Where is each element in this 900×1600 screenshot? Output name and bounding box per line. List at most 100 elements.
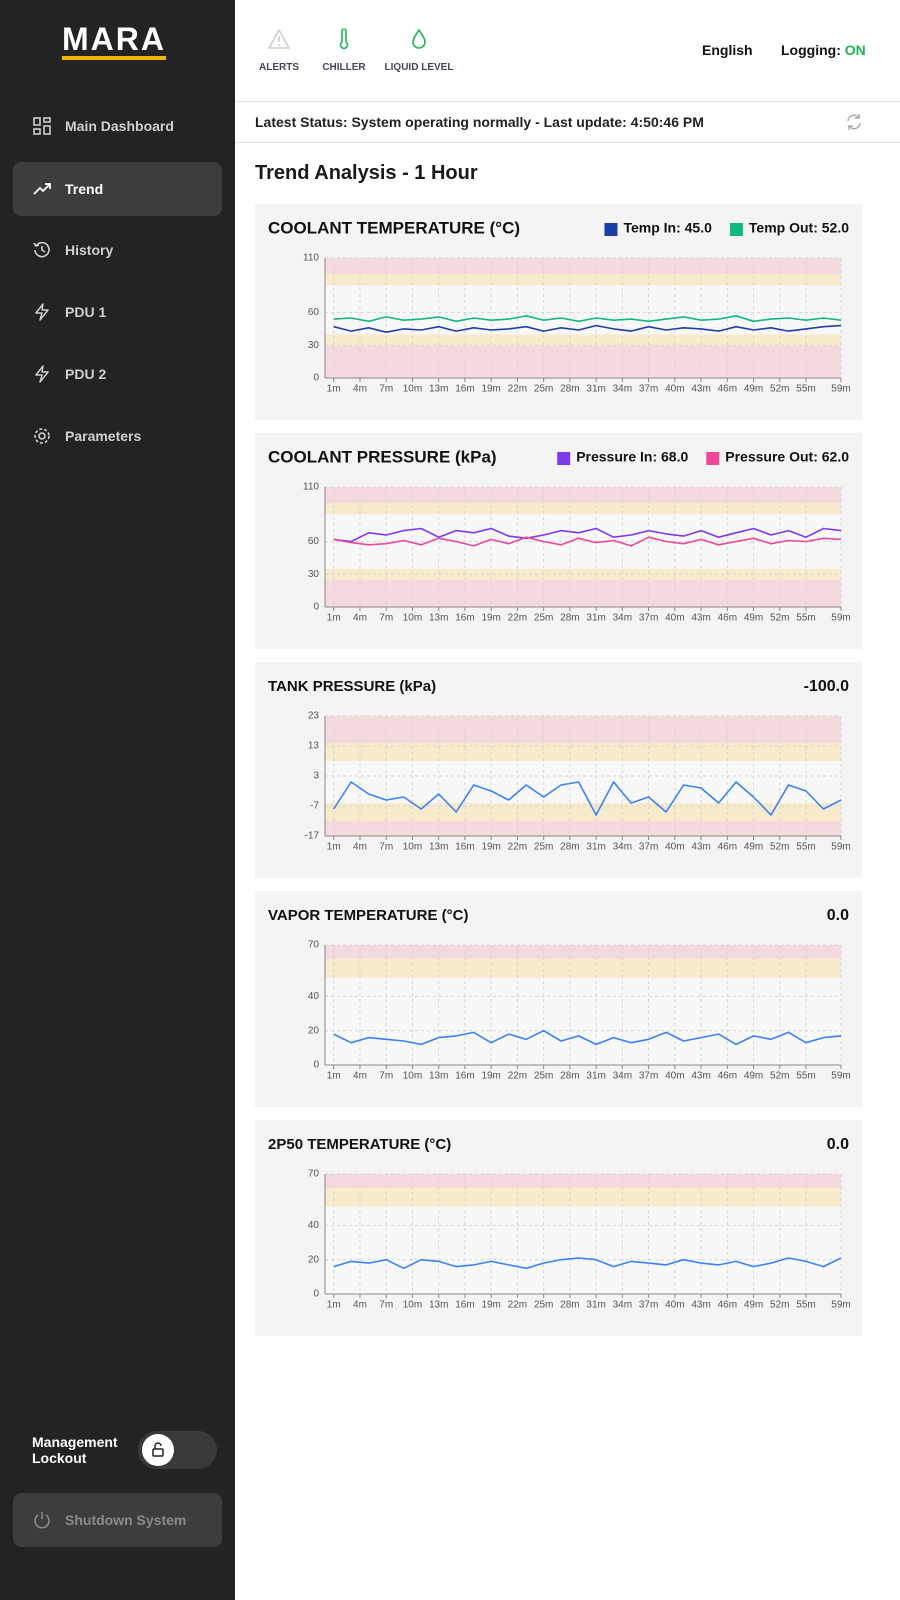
status-bar: Latest Status: System operating normally… [235,102,900,143]
icon-label: LIQUID LEVEL [384,62,454,73]
threshold-zone [325,579,841,607]
y-tick-label: 0 [313,373,319,384]
nav-label: Parameters [65,428,142,444]
alerts-button[interactable]: ALERTS [234,28,324,73]
x-tick-label: 31m [586,842,605,853]
x-tick-label: 4m [353,842,367,853]
x-tick-label: 10m [403,1071,422,1082]
refresh-button[interactable] [845,113,863,131]
lockout-label: Management Lockout [32,1434,118,1466]
nav-item[interactable]: Main Dashboard [13,99,222,153]
x-tick-label: 43m [691,384,710,395]
x-tick-label: 19m [481,384,500,395]
x-tick-label: 25m [534,842,553,853]
drop-icon [412,28,426,49]
series-line [333,527,842,543]
x-tick-label: 59m [831,1300,850,1311]
x-tick-label: 19m [481,613,500,624]
x-tick-label: 52m [770,613,789,624]
threshold-zone [325,274,841,286]
y-tick-label: 3 [313,771,319,782]
sidebar: MARA Main Dashboard Trend History PDU 1 … [0,0,235,1600]
x-tick-label: 10m [403,842,422,853]
x-tick-label: 28m [560,384,579,395]
x-tick-label: 46m [718,1071,737,1082]
x-tick-label: 52m [770,384,789,395]
chart-title: COOLANT PRESSURE (kPa) [268,447,497,466]
y-tick-label: 110 [303,253,319,264]
x-tick-label: 16m [455,384,474,395]
x-tick-label: 10m [403,1300,422,1311]
y-tick-label: -17 [305,831,320,842]
x-tick-label: 31m [586,613,605,624]
nav-icon [33,241,50,258]
language-selector[interactable]: English [702,42,753,58]
threshold-zone [325,258,841,275]
legend-swatch [557,452,571,465]
x-tick-label: 46m [718,613,737,624]
x-tick-label: 25m [534,1071,553,1082]
x-tick-label: 49m [744,1300,763,1311]
nav-item[interactable]: PDU 1 [13,285,222,339]
nav-label: Trend [65,181,104,197]
nav-label: Main Dashboard [65,118,174,134]
x-tick-label: 10m [403,384,422,395]
page-heading: Trend Analysis - 1 Hour [255,162,478,184]
lockout-toggle[interactable] [138,1431,217,1469]
y-tick-label: 13 [308,741,320,752]
x-tick-label: 22m [508,842,527,853]
current-value: -100.0 [804,678,849,695]
liquid-level-button[interactable]: LIQUID LEVEL [374,28,464,73]
y-tick-label: 40 [308,991,320,1002]
x-tick-label: 7m [379,384,393,395]
x-tick-label: 52m [770,842,789,853]
legend-swatch [706,452,720,465]
x-tick-label: 4m [353,613,367,624]
nav-item[interactable]: Parameters [13,409,222,463]
chiller-button[interactable]: CHILLER [299,28,389,73]
x-tick-label: 43m [691,613,710,624]
x-tick-label: 1m [327,384,341,395]
x-tick-label: 37m [639,1300,658,1311]
x-tick-label: 22m [508,613,527,624]
threshold-zone [325,345,841,378]
x-tick-label: 55m [796,1300,815,1311]
y-tick-label: 70 [308,1169,320,1180]
nav-label: PDU 1 [65,304,107,320]
nav-item[interactable]: History [13,223,222,277]
x-tick-label: 16m [455,842,474,853]
threshold-zone [325,958,841,978]
series-line [333,1029,842,1046]
x-tick-label: 25m [534,613,553,624]
x-tick-label: 37m [639,384,658,395]
nav-item[interactable]: PDU 2 [13,347,222,401]
x-tick-label: 40m [665,842,684,853]
shutdown-button[interactable]: Shutdown System [13,1493,222,1547]
threshold-zone [325,334,841,346]
current-value: 0.0 [827,1136,849,1153]
x-tick-label: 34m [613,1071,632,1082]
logging-state: ON [844,42,866,58]
x-tick-label: 40m [665,1300,684,1311]
threshold-zone [325,821,841,836]
x-tick-label: 16m [455,1071,474,1082]
y-tick-label: 0 [313,602,319,613]
nav-item[interactable]: Trend [13,162,222,216]
x-tick-label: 43m [691,1300,710,1311]
nav-icon [34,428,50,444]
x-tick-label: 59m [831,613,850,624]
x-tick-label: 49m [744,1071,763,1082]
x-tick-label: 55m [796,842,815,853]
legend-label: Pressure In: 68.0 [576,449,688,465]
x-tick-label: 22m [508,1071,527,1082]
y-tick-label: 20 [308,1025,320,1036]
x-tick-label: 13m [429,384,448,395]
threshold-zone [325,743,841,761]
shutdown-label: Shutdown System [65,1512,187,1528]
y-tick-label: 20 [308,1254,320,1265]
x-tick-label: 34m [613,842,632,853]
x-tick-label: 7m [379,842,393,853]
x-tick-label: 40m [665,384,684,395]
